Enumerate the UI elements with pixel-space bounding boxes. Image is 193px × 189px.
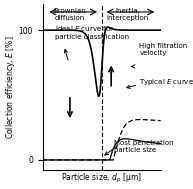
Text: Most penetration
particle size: Most penetration particle size <box>113 140 173 153</box>
Y-axis label: Collection efficiency, $E$ [%]: Collection efficiency, $E$ [%] <box>4 36 17 139</box>
Text: Brownian
diffusion: Brownian diffusion <box>53 8 86 21</box>
X-axis label: Particle size, $d_\mathrm{p}$ [μm]: Particle size, $d_\mathrm{p}$ [μm] <box>61 172 142 185</box>
Text: Ideal $E$ curve for
particle classification: Ideal $E$ curve for particle classificat… <box>55 24 129 40</box>
Text: High filtration
velocity: High filtration velocity <box>140 43 188 56</box>
Text: Typical $E$ curve: Typical $E$ curve <box>140 77 193 87</box>
Text: Inertia,
Interception: Inertia, Interception <box>107 8 149 21</box>
